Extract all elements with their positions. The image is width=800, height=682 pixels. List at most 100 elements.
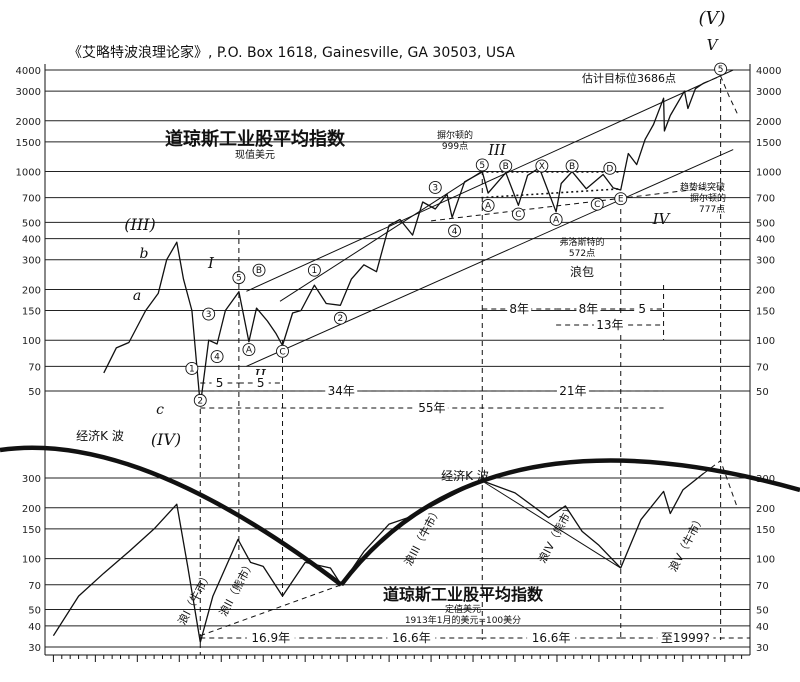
dow-line-current	[103, 82, 705, 407]
wave-2-III-label: 2	[338, 314, 344, 324]
y-tick-left-4000: 4000	[16, 66, 41, 77]
wave-1-minor-label: 1	[189, 364, 195, 374]
y-tick-left-b-30: 30	[28, 643, 41, 654]
y-tick-left-200: 200	[22, 285, 41, 296]
wave-III-big-label: (III)	[124, 215, 155, 234]
y-tick-right-b-50: 50	[756, 606, 769, 617]
wave-c-label: c	[156, 402, 164, 418]
wave-4-minor-circle	[210, 350, 224, 364]
y-tick-left-70: 70	[28, 362, 41, 373]
y-tick-right-b-30: 30	[756, 643, 769, 654]
wave-III-5-label: 5	[479, 161, 485, 171]
span-55-bg	[415, 400, 448, 414]
wave-A-3-label: A	[553, 215, 560, 225]
wave-I-label: I	[207, 254, 215, 272]
y-tick-left-b-70: 70	[28, 581, 41, 592]
bottom-chart-subtitle: 定值美元	[445, 603, 481, 615]
wave-B-3-label: B	[569, 162, 575, 172]
y-tick-left-1000: 1000	[16, 168, 41, 179]
y-tick-left-b-50: 50	[28, 606, 41, 617]
wave-A-1-label: A	[246, 346, 253, 356]
wave-X-label: X	[539, 162, 545, 172]
y-tick-right-4000: 4000	[756, 66, 781, 77]
wave-1-minor-circle	[185, 362, 199, 375]
y-tick-left-b-300: 300	[22, 474, 41, 485]
y-tick-right-b-200: 200	[756, 504, 775, 515]
y-tick-left-b-100: 100	[22, 555, 41, 566]
y-tick-left-3000: 3000	[16, 87, 41, 98]
wave-IV-bear-label: 浪IV（熊市）	[535, 501, 578, 566]
span-8b-label: 8年	[579, 302, 599, 316]
wave-C-2-label: C	[515, 210, 521, 220]
y-tick-right-50: 50	[756, 387, 769, 398]
y-tick-right-500: 500	[756, 218, 775, 229]
span-to-1999-label: 至1999?	[661, 631, 710, 645]
span-13-bg	[593, 317, 626, 331]
wave-4-III-circle	[448, 224, 462, 238]
span-13-label: 13年	[596, 318, 623, 332]
dow-projection-constant	[703, 459, 738, 508]
wave-IV-trendline	[481, 480, 622, 569]
wave-3-III-circle	[428, 180, 442, 194]
span-16-9-label: 16.9年	[251, 631, 290, 645]
y-tick-left-50: 50	[28, 387, 41, 398]
y-tick-right-300: 300	[756, 256, 775, 267]
wave-b-label: b	[140, 246, 149, 262]
lower-channel-line	[246, 149, 734, 367]
y-tick-right-b-100: 100	[756, 555, 775, 566]
triangle-label: 浪包	[570, 264, 594, 279]
triangle-bottom-line	[481, 188, 621, 199]
wave-4-III-label: 4	[452, 227, 458, 237]
bottom-chart-title: 道琼斯工业股平均指数	[383, 585, 544, 604]
y-tick-left-1500: 1500	[16, 138, 41, 149]
y-tick-right-b-40: 40	[756, 622, 769, 633]
wave-II-dashed-line	[200, 584, 342, 637]
wave-III-line	[279, 171, 482, 302]
span-16-9-bg	[246, 630, 295, 644]
wave-I-bull-label: 浪I（牛市）	[175, 569, 215, 627]
froth-value: 572点	[569, 248, 595, 259]
wave-B-2-label: B	[503, 162, 509, 172]
wave-3-minor-label: 3	[206, 310, 212, 320]
y-tick-left-b-40: 40	[28, 622, 41, 633]
froth-label: 弗洛斯特的	[559, 236, 604, 248]
y-tick-right-b-150: 150	[756, 525, 775, 536]
y-tick-right-b-70: 70	[756, 581, 769, 592]
wave-2-minor-circle	[193, 393, 207, 407]
wave-IV-label: IV	[652, 210, 672, 228]
wave-A-3-circle	[549, 213, 563, 226]
wave-I-5-label: 5	[236, 274, 242, 284]
barron-999-value: 999点	[442, 141, 468, 152]
wave-V-big-label: (V)	[698, 8, 725, 29]
span-34-label: 34年	[328, 384, 355, 398]
span-55-label: 55年	[418, 401, 445, 415]
y-tick-right-150: 150	[756, 307, 775, 318]
wave-B-2-circle	[499, 159, 513, 173]
wave-C-3-circle	[590, 197, 604, 211]
span-8a-bg	[507, 301, 532, 315]
k-wave-arc-right	[339, 458, 800, 587]
upper-channel-line	[246, 69, 734, 292]
k-wave-left-label: 经济K 波	[76, 428, 124, 443]
wave-E-circle	[614, 192, 628, 206]
y-tick-right-3000: 3000	[756, 87, 781, 98]
wave-3-minor-circle	[202, 307, 216, 321]
wave-C-1-circle	[276, 344, 289, 358]
span-16-6-a-label: 16.6年	[392, 631, 431, 645]
span-8b-bg	[576, 301, 601, 315]
wave-A-2-label: A	[485, 201, 492, 211]
span-5c-bg	[634, 301, 651, 315]
top-chart-subtitle: 现值美元	[235, 148, 275, 161]
wave-2-minor-label: 2	[197, 396, 203, 406]
y-tick-left-2000: 2000	[16, 117, 41, 128]
wave-V-5-circle	[714, 62, 728, 76]
y-tick-right-1500: 1500	[756, 138, 781, 149]
y-tick-left-150: 150	[22, 307, 41, 318]
span-to-1999-bg	[657, 630, 714, 644]
wave-IV-big-label: (IV)	[151, 430, 181, 449]
y-tick-right-70: 70	[756, 362, 769, 373]
span-8a-label: 8年	[509, 302, 529, 316]
wave-3-III-label: 3	[432, 183, 438, 193]
y-tick-right-700: 700	[756, 194, 775, 205]
